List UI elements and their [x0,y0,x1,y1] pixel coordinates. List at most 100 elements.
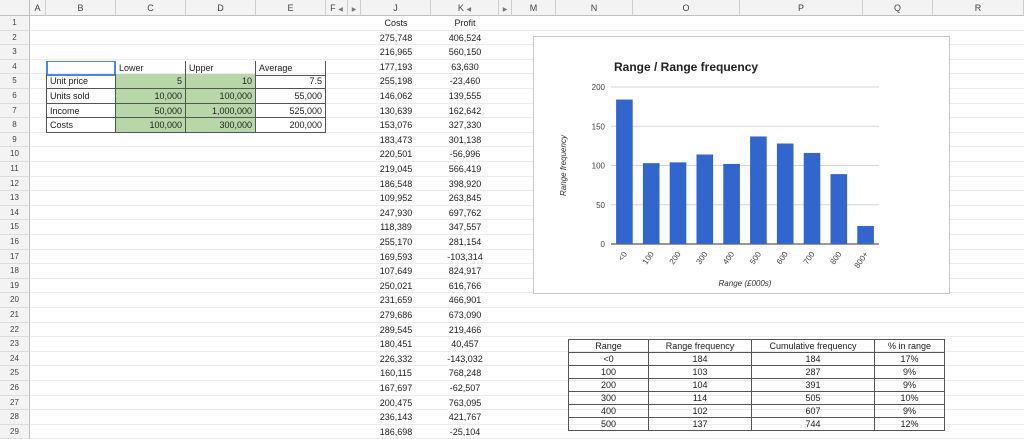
input-row-label[interactable]: Unit price [46,74,116,89]
select-all-corner[interactable] [0,0,30,16]
collapse-left-icon-2[interactable]: ◀ [466,7,472,13]
row-header-18[interactable]: 18 [0,264,30,279]
costs-cell[interactable]: 183,473 [379,134,413,145]
input-lower-cell[interactable]: 100,000 [116,118,186,133]
profit-cell[interactable]: 162,642 [448,105,482,116]
frequency-cell[interactable]: 200 [568,378,649,392]
frequency-cell[interactable]: <0 [568,352,649,366]
row-header-20[interactable]: 20 [0,293,30,308]
costs-cell[interactable]: 186,698 [379,426,413,437]
profit-cell[interactable]: 398,920 [448,178,482,189]
row-header-21[interactable]: 21 [0,308,30,323]
row-header-7[interactable]: 7 [0,103,30,119]
row-header-1[interactable]: 1 [0,16,30,31]
profit-cell[interactable]: 281,154 [448,237,482,247]
freq-header-range[interactable]: Range [568,339,649,353]
profit-cell[interactable]: 673,090 [448,310,482,320]
input-upper-cell[interactable]: 300,000 [186,118,256,133]
column-header-b[interactable]: B [46,0,116,16]
costs-cell[interactable]: 216,965 [379,47,413,58]
frequency-cell[interactable]: 505 [751,391,875,405]
input-lower-cell[interactable]: 5 [116,74,186,89]
frequency-cell[interactable]: 17% [874,352,945,366]
input-upper-cell[interactable]: 1,000,000 [186,103,256,119]
input-row-label[interactable]: Costs [46,118,116,133]
frequency-cell[interactable]: 9% [874,404,945,418]
row-header-12[interactable]: 12 [0,176,30,192]
row-header-15[interactable]: 15 [0,220,30,235]
costs-cell[interactable]: 231,659 [379,295,413,306]
frequency-cell[interactable]: 102 [648,404,752,418]
profit-cell[interactable]: 560,150 [448,47,482,58]
freq-header-cumulative[interactable]: Cumulative frequency [751,339,875,353]
profit-cell[interactable]: 139,555 [448,91,482,101]
input-row-label[interactable]: Units sold [46,89,116,104]
profit-header[interactable]: Profit [454,18,476,28]
profit-cell[interactable]: 63,630 [451,61,479,72]
profit-cell[interactable]: 616,766 [448,280,482,291]
costs-cell[interactable]: 146,062 [379,91,413,101]
profit-cell[interactable]: 697,762 [448,207,482,218]
input-upper-cell[interactable]: 100,000 [186,89,256,104]
frequency-cell[interactable]: 12% [874,417,945,431]
frequency-cell[interactable]: 744 [751,417,875,431]
profit-cell[interactable]: 421,767 [448,412,482,423]
row-header-19[interactable]: 19 [0,278,30,294]
column-header-d[interactable]: D [186,0,256,16]
profit-cell[interactable]: 263,845 [448,193,482,204]
profit-cell[interactable]: 824,917 [448,266,482,277]
profit-cell[interactable]: -23,460 [449,76,481,87]
column-header-a[interactable]: A [30,0,46,16]
column-header-k[interactable]: K ◀ [431,0,499,16]
frequency-cell[interactable]: 300 [568,391,649,405]
input-lower-cell[interactable]: 50,000 [116,103,186,119]
input-average-cell[interactable]: 55,000 [256,89,326,104]
costs-cell[interactable]: 255,198 [379,76,413,87]
frequency-cell[interactable]: 104 [648,378,752,392]
costs-cell[interactable]: 109,952 [379,193,413,204]
row-header-26[interactable]: 26 [0,381,30,396]
profit-cell[interactable]: 566,419 [448,164,482,174]
freq-header-range-frequency[interactable]: Range frequency [648,339,752,353]
column-header-n[interactable]: N [556,0,633,16]
frequency-cell[interactable]: 400 [568,404,649,418]
input-average-cell[interactable]: 200,000 [256,118,326,133]
costs-cell[interactable]: 130,639 [379,105,413,116]
frequency-cell[interactable]: 10% [874,391,945,405]
row-header-9[interactable]: 9 [0,132,30,148]
profit-cell[interactable]: 347,557 [448,222,482,233]
profit-cell[interactable]: -103,314 [447,251,483,262]
costs-cell[interactable]: 289,545 [379,324,413,335]
frequency-cell[interactable]: 103 [648,365,752,379]
costs-cell[interactable]: 219,045 [379,164,413,174]
frequency-cell[interactable]: 114 [648,391,752,405]
input-upper-cell[interactable]: 10 [186,74,256,89]
expand-right-icon[interactable]: ▶ [351,7,357,13]
input-average-cell[interactable]: 525,000 [256,103,326,119]
costs-header[interactable]: Costs [384,18,408,28]
row-header-10[interactable]: 10 [0,147,30,162]
row-header-6[interactable]: 6 [0,89,30,104]
costs-cell[interactable]: 169,593 [379,251,413,262]
profit-cell[interactable]: -143,032 [447,353,483,364]
row-header-8[interactable]: 8 [0,118,30,133]
column-header-c[interactable]: C [116,0,186,16]
expand-right-icon-2[interactable]: ▶ [502,7,508,13]
row-header-23[interactable]: 23 [0,337,30,352]
row-header-3[interactable]: 3 [0,45,30,60]
profit-cell[interactable]: 406,524 [448,32,482,43]
row-header-14[interactable]: 14 [0,205,30,221]
frequency-cell[interactable]: 9% [874,378,945,392]
row-header-22[interactable]: 22 [0,322,30,338]
profit-cell[interactable]: 219,466 [448,324,482,335]
profit-cell[interactable]: 763,095 [448,397,482,408]
row-header-27[interactable]: 27 [0,395,30,411]
column-header-f[interactable]: F ◀ [326,0,348,16]
costs-cell[interactable]: 153,076 [379,120,413,131]
costs-cell[interactable]: 107,649 [379,266,413,277]
frequency-cell[interactable]: 287 [751,365,875,379]
costs-cell[interactable]: 275,748 [379,32,413,43]
row-header-11[interactable]: 11 [0,162,30,177]
row-header-17[interactable]: 17 [0,249,30,265]
column-header-j[interactable]: J [361,0,431,16]
